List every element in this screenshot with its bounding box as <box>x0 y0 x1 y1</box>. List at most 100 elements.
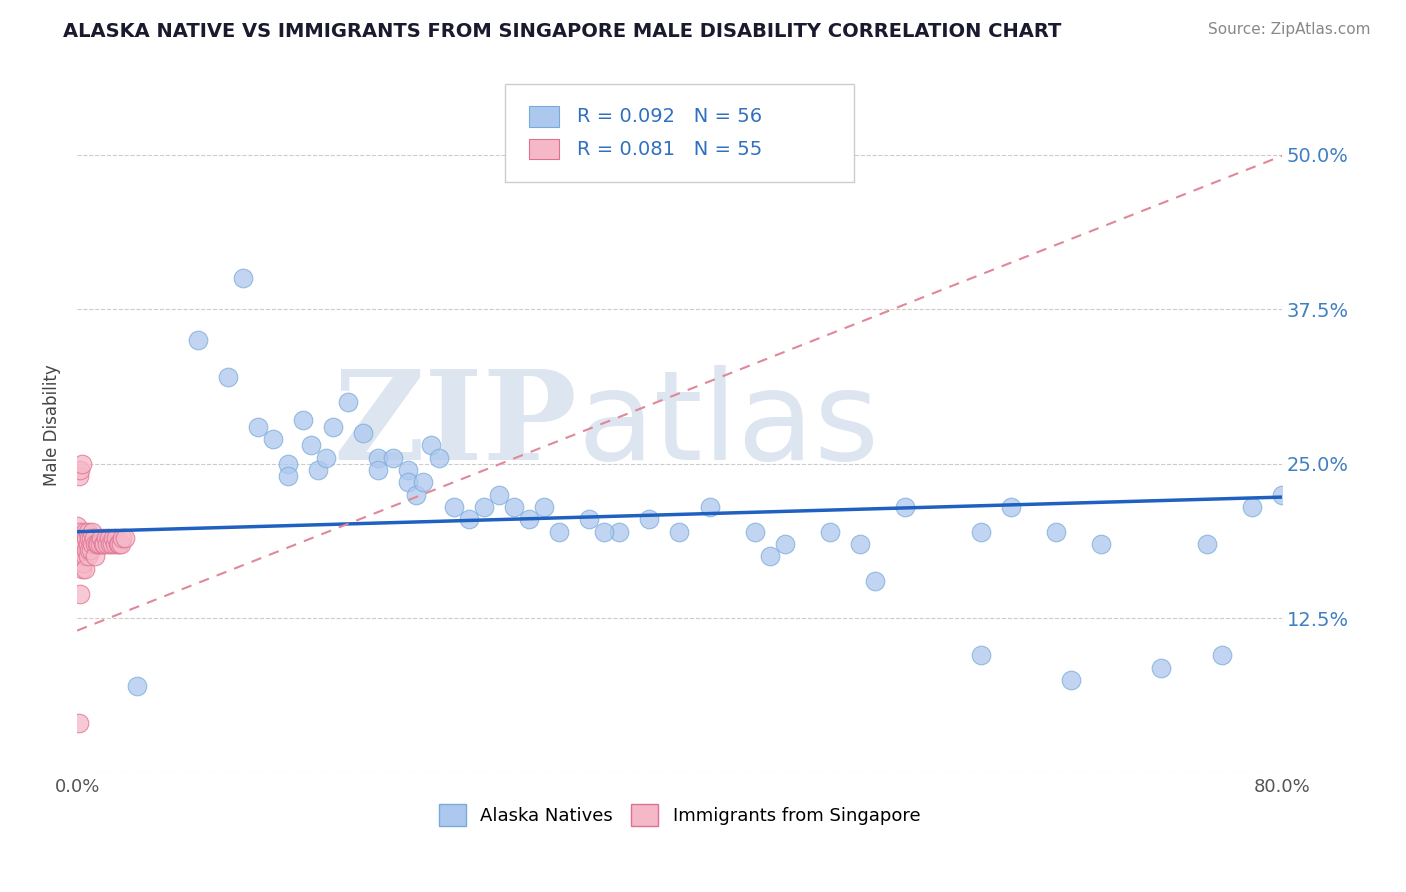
Point <box>103 531 125 545</box>
Point <box>488 488 510 502</box>
Point <box>405 488 427 502</box>
Point <box>1240 500 1263 514</box>
Point <box>699 500 721 514</box>
Point <box>412 475 434 490</box>
Text: Source: ZipAtlas.com: Source: ZipAtlas.com <box>1208 22 1371 37</box>
Point <box>87 537 110 551</box>
Point <box>67 531 90 545</box>
Point <box>894 500 917 514</box>
Text: R = 0.081   N = 55: R = 0.081 N = 55 <box>576 139 762 159</box>
Point <box>457 512 479 526</box>
Point <box>108 537 131 551</box>
Point <box>67 469 90 483</box>
Point <box>262 432 284 446</box>
Point <box>82 537 104 551</box>
FancyBboxPatch shape <box>529 106 560 127</box>
Point <box>111 531 134 545</box>
Point <box>83 531 105 545</box>
Point <box>73 549 96 564</box>
Point <box>367 463 389 477</box>
Point <box>70 457 93 471</box>
Point <box>1045 524 1067 539</box>
Point <box>352 425 374 440</box>
Point <box>93 537 115 551</box>
Text: ALASKA NATIVE VS IMMIGRANTS FROM SINGAPORE MALE DISABILITY CORRELATION CHART: ALASKA NATIVE VS IMMIGRANTS FROM SINGAPO… <box>63 22 1062 41</box>
Point <box>79 531 101 545</box>
Legend: Alaska Natives, Immigrants from Singapore: Alaska Natives, Immigrants from Singapor… <box>432 797 928 833</box>
Point <box>73 562 96 576</box>
Point <box>1000 500 1022 514</box>
Point <box>97 531 120 545</box>
Point <box>72 537 94 551</box>
Point <box>443 500 465 514</box>
Point <box>72 556 94 570</box>
Point <box>69 463 91 477</box>
Point <box>517 512 540 526</box>
Point <box>98 537 121 551</box>
Point <box>69 543 91 558</box>
Text: atlas: atlas <box>576 365 879 485</box>
Point <box>969 648 991 663</box>
Point <box>66 518 89 533</box>
Point <box>67 537 90 551</box>
Point <box>420 438 443 452</box>
Point <box>77 531 100 545</box>
Point <box>548 524 571 539</box>
Point <box>89 537 111 551</box>
Point <box>82 524 104 539</box>
Point <box>299 438 322 452</box>
Point <box>533 500 555 514</box>
Point <box>76 524 98 539</box>
Text: ZIP: ZIP <box>333 365 576 485</box>
Point <box>90 531 112 545</box>
Point <box>578 512 600 526</box>
Point <box>127 679 149 693</box>
Point <box>96 537 118 551</box>
Point <box>107 537 129 551</box>
Point <box>67 716 90 731</box>
Point <box>246 419 269 434</box>
Point <box>322 419 344 434</box>
Point <box>84 549 107 564</box>
Point <box>1211 648 1233 663</box>
Point <box>277 457 299 471</box>
Point <box>969 524 991 539</box>
Point <box>382 450 405 465</box>
Point <box>105 531 128 545</box>
Point <box>110 537 132 551</box>
Point <box>337 395 360 409</box>
Point <box>427 450 450 465</box>
Point <box>291 413 314 427</box>
Point <box>773 537 796 551</box>
Point <box>472 500 495 514</box>
Point <box>70 537 93 551</box>
Point <box>76 537 98 551</box>
Point <box>70 562 93 576</box>
Point <box>70 549 93 564</box>
Point <box>86 537 108 551</box>
Point <box>94 531 117 545</box>
Point <box>307 463 329 477</box>
Point <box>315 450 337 465</box>
Point <box>232 271 254 285</box>
Point <box>69 524 91 539</box>
Point <box>69 549 91 564</box>
Point <box>91 537 114 551</box>
Point <box>863 574 886 589</box>
Point <box>1090 537 1112 551</box>
Point <box>1150 661 1173 675</box>
Point <box>502 500 524 514</box>
Point <box>69 586 91 600</box>
Text: R = 0.092   N = 56: R = 0.092 N = 56 <box>576 107 762 126</box>
Point <box>187 333 209 347</box>
Point <box>79 543 101 558</box>
Point <box>217 370 239 384</box>
Point <box>593 524 616 539</box>
Point <box>73 537 96 551</box>
Point <box>114 531 136 545</box>
Point <box>84 537 107 551</box>
Y-axis label: Male Disability: Male Disability <box>44 364 60 486</box>
FancyBboxPatch shape <box>505 85 855 182</box>
Point <box>1195 537 1218 551</box>
Point <box>77 543 100 558</box>
